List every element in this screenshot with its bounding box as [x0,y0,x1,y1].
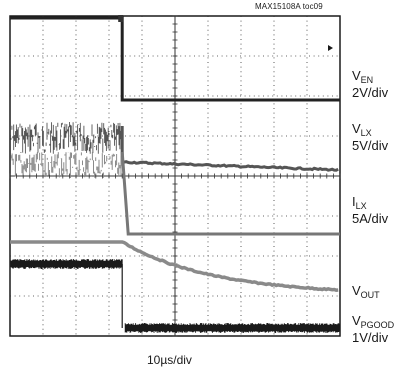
figure-id: MAX15108A toc09 [255,2,323,11]
label-ven-sub: EN [360,75,374,85]
traces [10,15,341,333]
label-ven: VEN 2V/div [352,68,388,100]
label-ilx-sub: LX [355,201,367,211]
label-vout-main: V [352,283,361,298]
label-ven-scale: 2V/div [352,85,389,100]
grid [9,15,341,337]
level-marker-icon [328,45,333,51]
trace-vlx-switching [10,122,123,154]
trace-vpgood [10,259,341,333]
x-axis-label: 10µs/div [147,353,192,367]
trace-vlx-settled [120,126,339,172]
label-vpgood-sub: PGOOD [360,320,395,330]
label-ilx: ILX 5A/div [352,194,388,226]
label-vlx: VLX 5V/div [352,121,388,153]
label-vlx-scale: 5V/div [352,138,389,153]
label-vout-sub: OUT [360,290,380,300]
label-vlx-sub: LX [360,128,372,138]
label-vlx-main: V [352,121,361,136]
label-vout: VOUT [352,283,380,300]
trace-ilx-low [120,151,340,236]
label-ven-main: V [352,68,361,83]
label-vpgood: VPGOOD 1V/div [352,313,394,345]
trace-ilx-switching [10,152,123,178]
trace-ven [10,16,340,102]
label-vpgood-main: V [352,313,361,328]
label-vpgood-scale: 1V/div [352,330,389,345]
trace-ven-edge [118,15,124,22]
label-ilx-scale: 5A/div [352,211,389,226]
label-ilx-main: I [352,194,356,209]
trace-vout [10,240,339,292]
